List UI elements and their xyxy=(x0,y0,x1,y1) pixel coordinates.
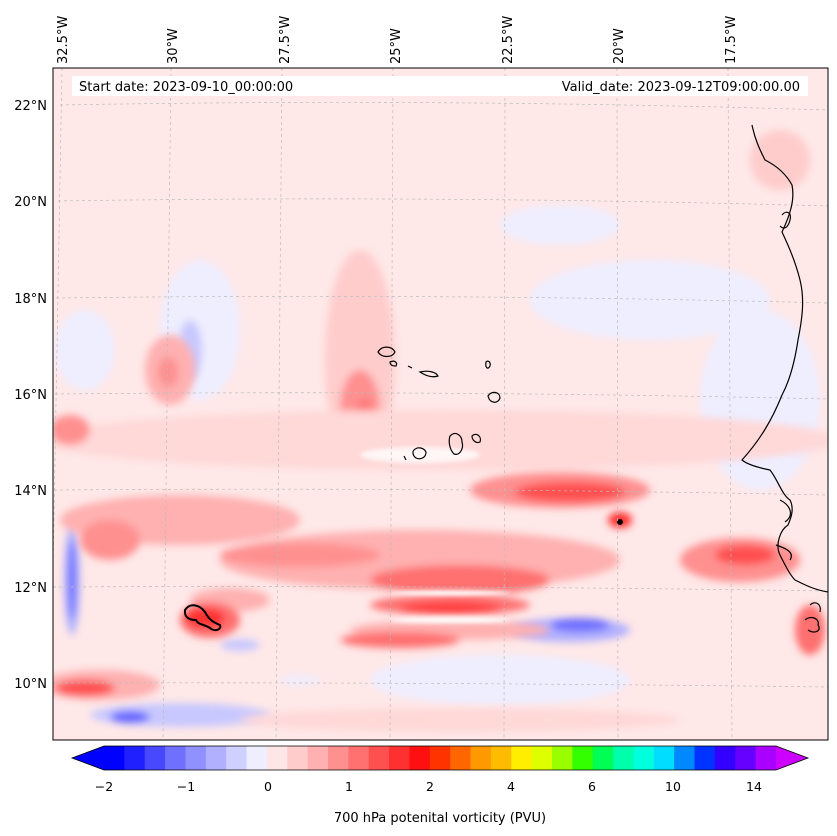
white-bands xyxy=(360,447,510,623)
lon-label: 22.5°W xyxy=(501,16,516,64)
lat-label: 12°N xyxy=(14,581,47,596)
colorbar-cell xyxy=(694,746,716,770)
lon-label: 32.5°W xyxy=(56,16,71,64)
lon-label: 20°W xyxy=(612,28,627,64)
colorbar: −2 −1 0 1 2 4 6 10 14 700 hPa potenital … xyxy=(70,745,810,826)
map-frame xyxy=(52,67,829,741)
colorbar-cell xyxy=(572,746,594,770)
colorbar-over-arrow xyxy=(776,746,808,770)
colorbar-tick-label: 4 xyxy=(507,779,515,794)
colorbar-tick-label: −2 xyxy=(95,779,113,794)
colorbar-tick-label: 1 xyxy=(345,779,353,794)
lat-label: 14°N xyxy=(14,484,47,499)
lat-label: 10°N xyxy=(14,677,47,692)
colorbar-cell xyxy=(450,746,472,770)
valid-date-label: Valid_date: 2023-09-12T09:00:00.00 xyxy=(562,80,800,95)
colorbar-cell xyxy=(511,746,533,770)
start-date-label: Start date: 2023-09-10_00:00:00 xyxy=(79,80,293,95)
pv-contours xyxy=(183,519,623,632)
lat-label: 18°N xyxy=(14,292,47,307)
lat-label: 22°N xyxy=(14,99,47,114)
colorbar-cells xyxy=(104,746,777,770)
colorbar-under-arrow xyxy=(72,746,104,770)
colorbar-outline xyxy=(70,745,810,771)
header-box xyxy=(72,76,808,96)
colorbar-cell xyxy=(531,746,553,770)
colorbar-cell xyxy=(755,746,777,770)
lat-label: 20°N xyxy=(14,195,47,210)
colorbar-cell xyxy=(490,746,512,770)
colorbar-cell xyxy=(653,746,675,770)
colorbar-cell xyxy=(328,746,349,770)
negative-pv-areas xyxy=(55,205,820,727)
colorbar-cell xyxy=(144,746,166,770)
lon-label: 27.5°W xyxy=(278,16,293,64)
lon-labels: 32.5°W 30°W 27.5°W 25°W 22.5°W 20°W 17.5… xyxy=(56,16,739,64)
lon-label: 30°W xyxy=(166,28,181,64)
lon-label: 25°W xyxy=(389,28,404,64)
colorbar-cell xyxy=(714,746,736,770)
colorbar-cell xyxy=(124,746,146,770)
colorbar-cell xyxy=(735,746,757,770)
colorbar-cell xyxy=(409,746,431,770)
colorbar-cell xyxy=(552,746,573,770)
pv-field xyxy=(53,68,828,740)
colorbar-label: 700 hPa potenital vorticity (PVU) xyxy=(334,811,546,826)
colorbar-cell xyxy=(633,746,655,770)
colorbar-cell xyxy=(674,746,696,770)
colorbar-cell xyxy=(226,746,248,770)
lat-label: 16°N xyxy=(14,388,47,403)
colorbar-cell xyxy=(287,746,309,770)
lon-label: 17.5°W xyxy=(724,16,739,64)
colorbar-tick-label: −1 xyxy=(177,779,195,794)
colorbar-ticks: −2 −1 0 1 2 4 6 10 14 xyxy=(95,779,762,794)
graticule xyxy=(53,68,828,740)
colorbar-cell xyxy=(348,746,370,770)
islands xyxy=(377,346,501,461)
colorbar-cell xyxy=(613,746,634,770)
colorbar-cell xyxy=(389,746,410,770)
colorbar-tick-label: 0 xyxy=(264,779,272,794)
colorbar-cell xyxy=(104,746,125,770)
colorbar-cell xyxy=(429,746,451,770)
colorbar-cell xyxy=(592,746,614,770)
colorbar-cell xyxy=(185,746,207,770)
colorbar-cell xyxy=(205,746,227,770)
coastline xyxy=(741,124,828,633)
colorbar-cell xyxy=(470,746,492,770)
colorbar-cell xyxy=(368,746,390,770)
colorbar-tick-label: 6 xyxy=(588,779,596,794)
colorbar-cell xyxy=(266,746,288,770)
colorbar-cell xyxy=(246,746,268,770)
colorbar-tick-label: 14 xyxy=(746,779,762,794)
lat-labels: 22°N 20°N 18°N 16°N 14°N 12°N 10°N xyxy=(14,99,47,692)
colorbar-cell xyxy=(165,746,186,770)
colorbar-tick-label: 10 xyxy=(665,779,681,794)
colorbar-tick-label: 2 xyxy=(426,779,434,794)
colorbar-cell xyxy=(307,746,329,770)
positive-pv-areas xyxy=(53,130,828,732)
